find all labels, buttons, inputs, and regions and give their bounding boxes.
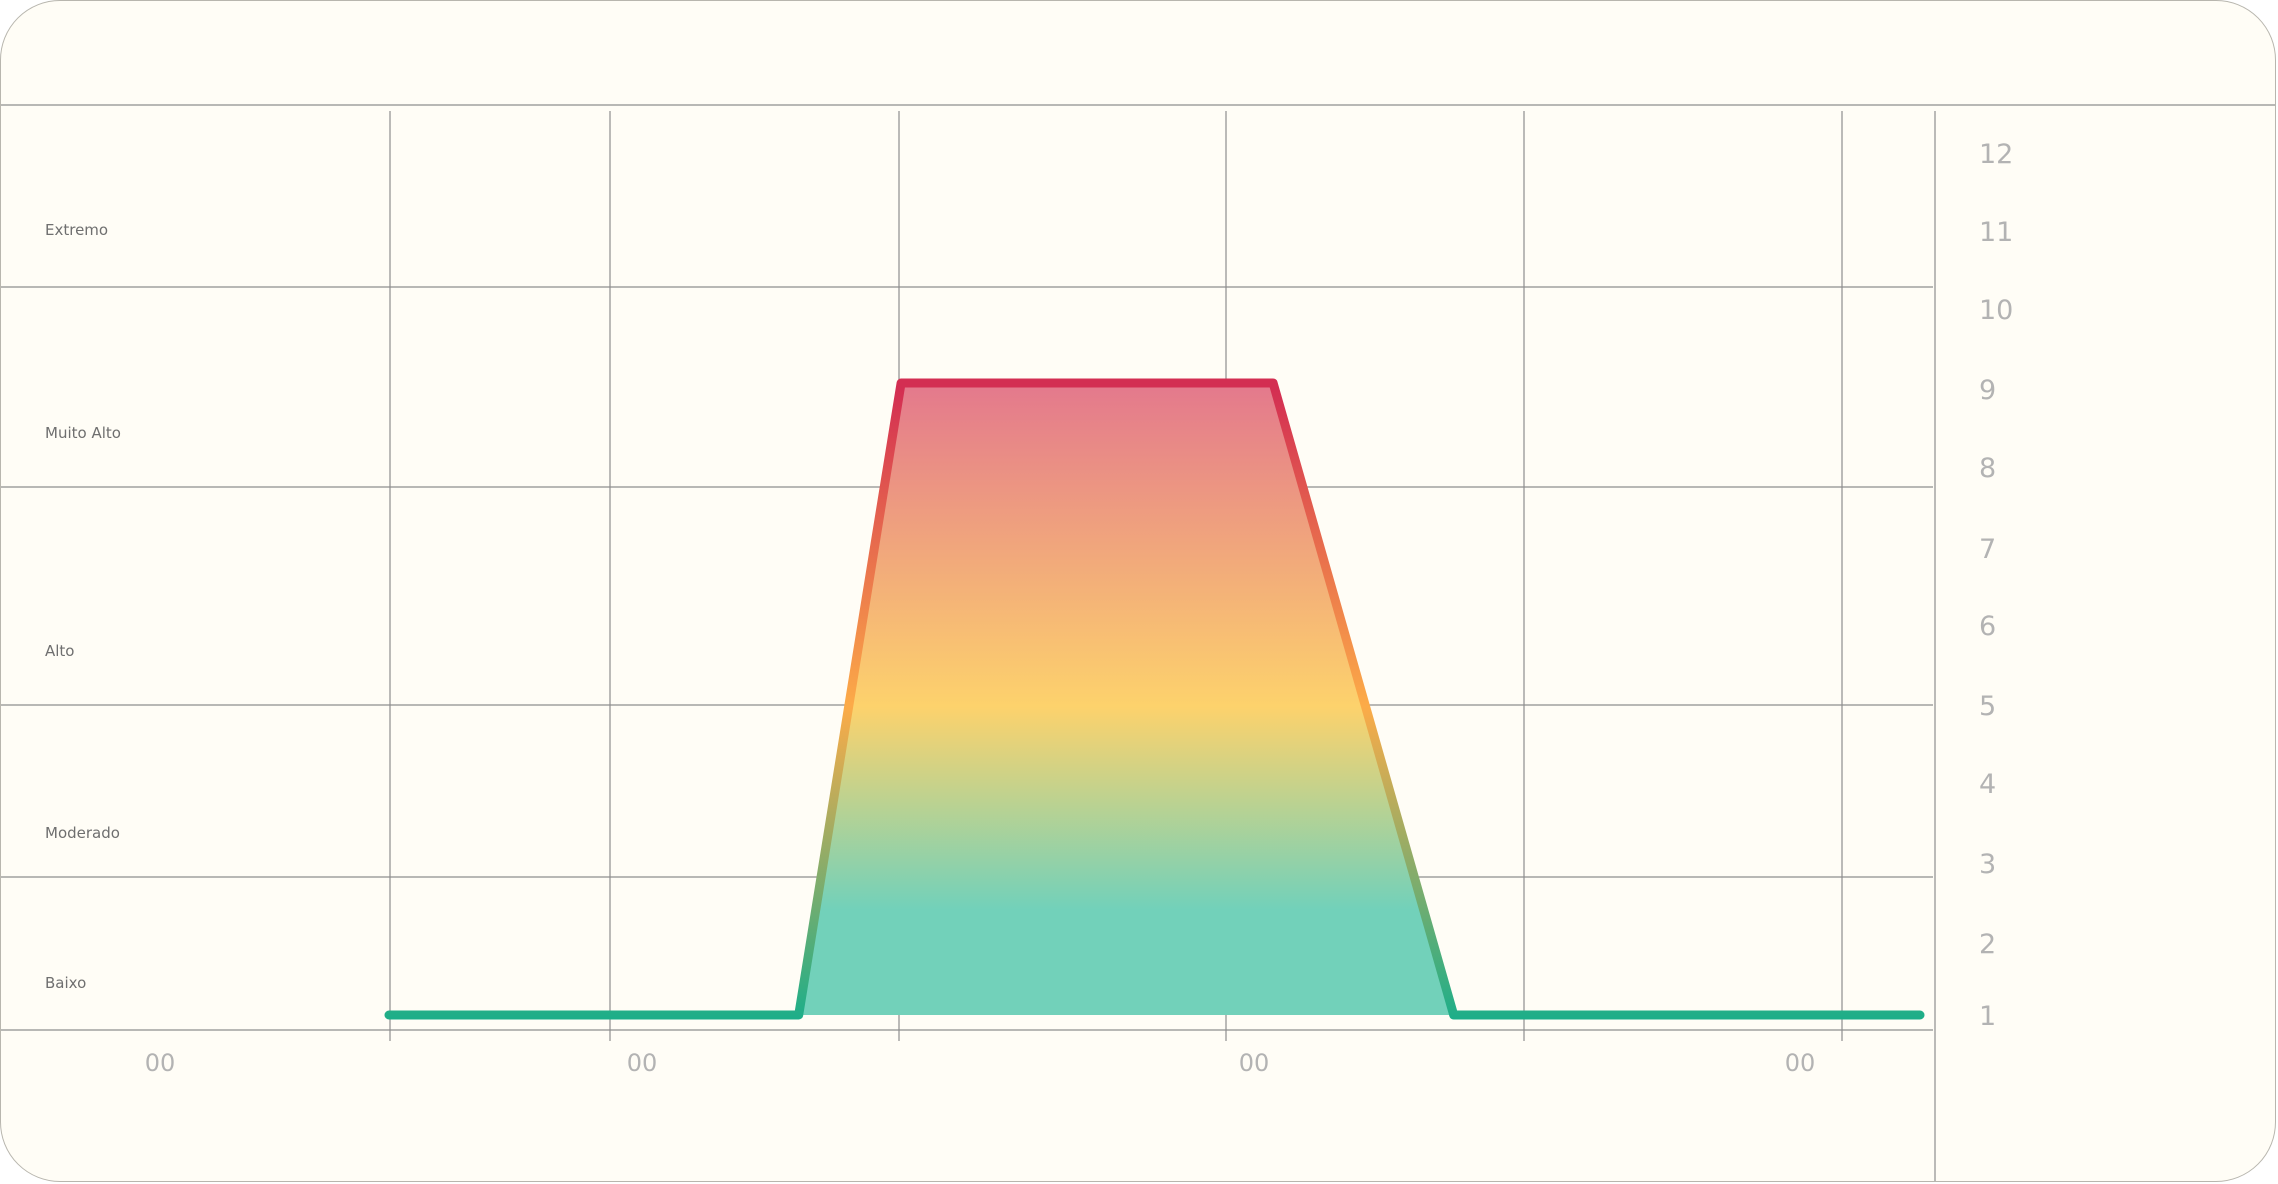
y-tick-label: 10: [1979, 295, 2013, 326]
y-tick-label: 6: [1979, 611, 1996, 642]
y-tick-label: 2: [1979, 929, 1996, 960]
band-label: Baixo: [45, 974, 86, 992]
band-label: Extremo: [45, 221, 108, 239]
x-tick-label: 00: [1785, 1049, 1816, 1077]
x-tick-label: 00: [1239, 1049, 1270, 1077]
band-label: Muito Alto: [45, 424, 121, 442]
y-tick-label: 12: [1979, 139, 2013, 170]
y-tick-label: 1: [1979, 1001, 1996, 1032]
y-tick-label: 5: [1979, 691, 1996, 722]
x-axis-ticks: 00 00 00 00: [145, 1049, 1816, 1077]
uv-area: [384, 378, 1925, 1020]
y-tick-label: 7: [1979, 534, 1996, 565]
y-tick-label: 11: [1979, 217, 2013, 248]
y-tick-label: 8: [1979, 453, 1996, 484]
y-tick-label: 3: [1979, 849, 1996, 880]
risk-bands: Baixo Moderado Alto Muito Alto Extremo: [1, 221, 1933, 1031]
x-tick-label: 00: [145, 1049, 176, 1077]
uv-series-line: [384, 378, 1925, 1020]
x-tick-label: 00: [627, 1049, 658, 1077]
band-label: Alto: [45, 642, 75, 660]
band-label: Moderado: [45, 824, 120, 842]
y-tick-label: 9: [1979, 375, 1996, 406]
uv-area-fill: [389, 383, 1920, 1015]
y-tick-label: 4: [1979, 769, 1996, 800]
